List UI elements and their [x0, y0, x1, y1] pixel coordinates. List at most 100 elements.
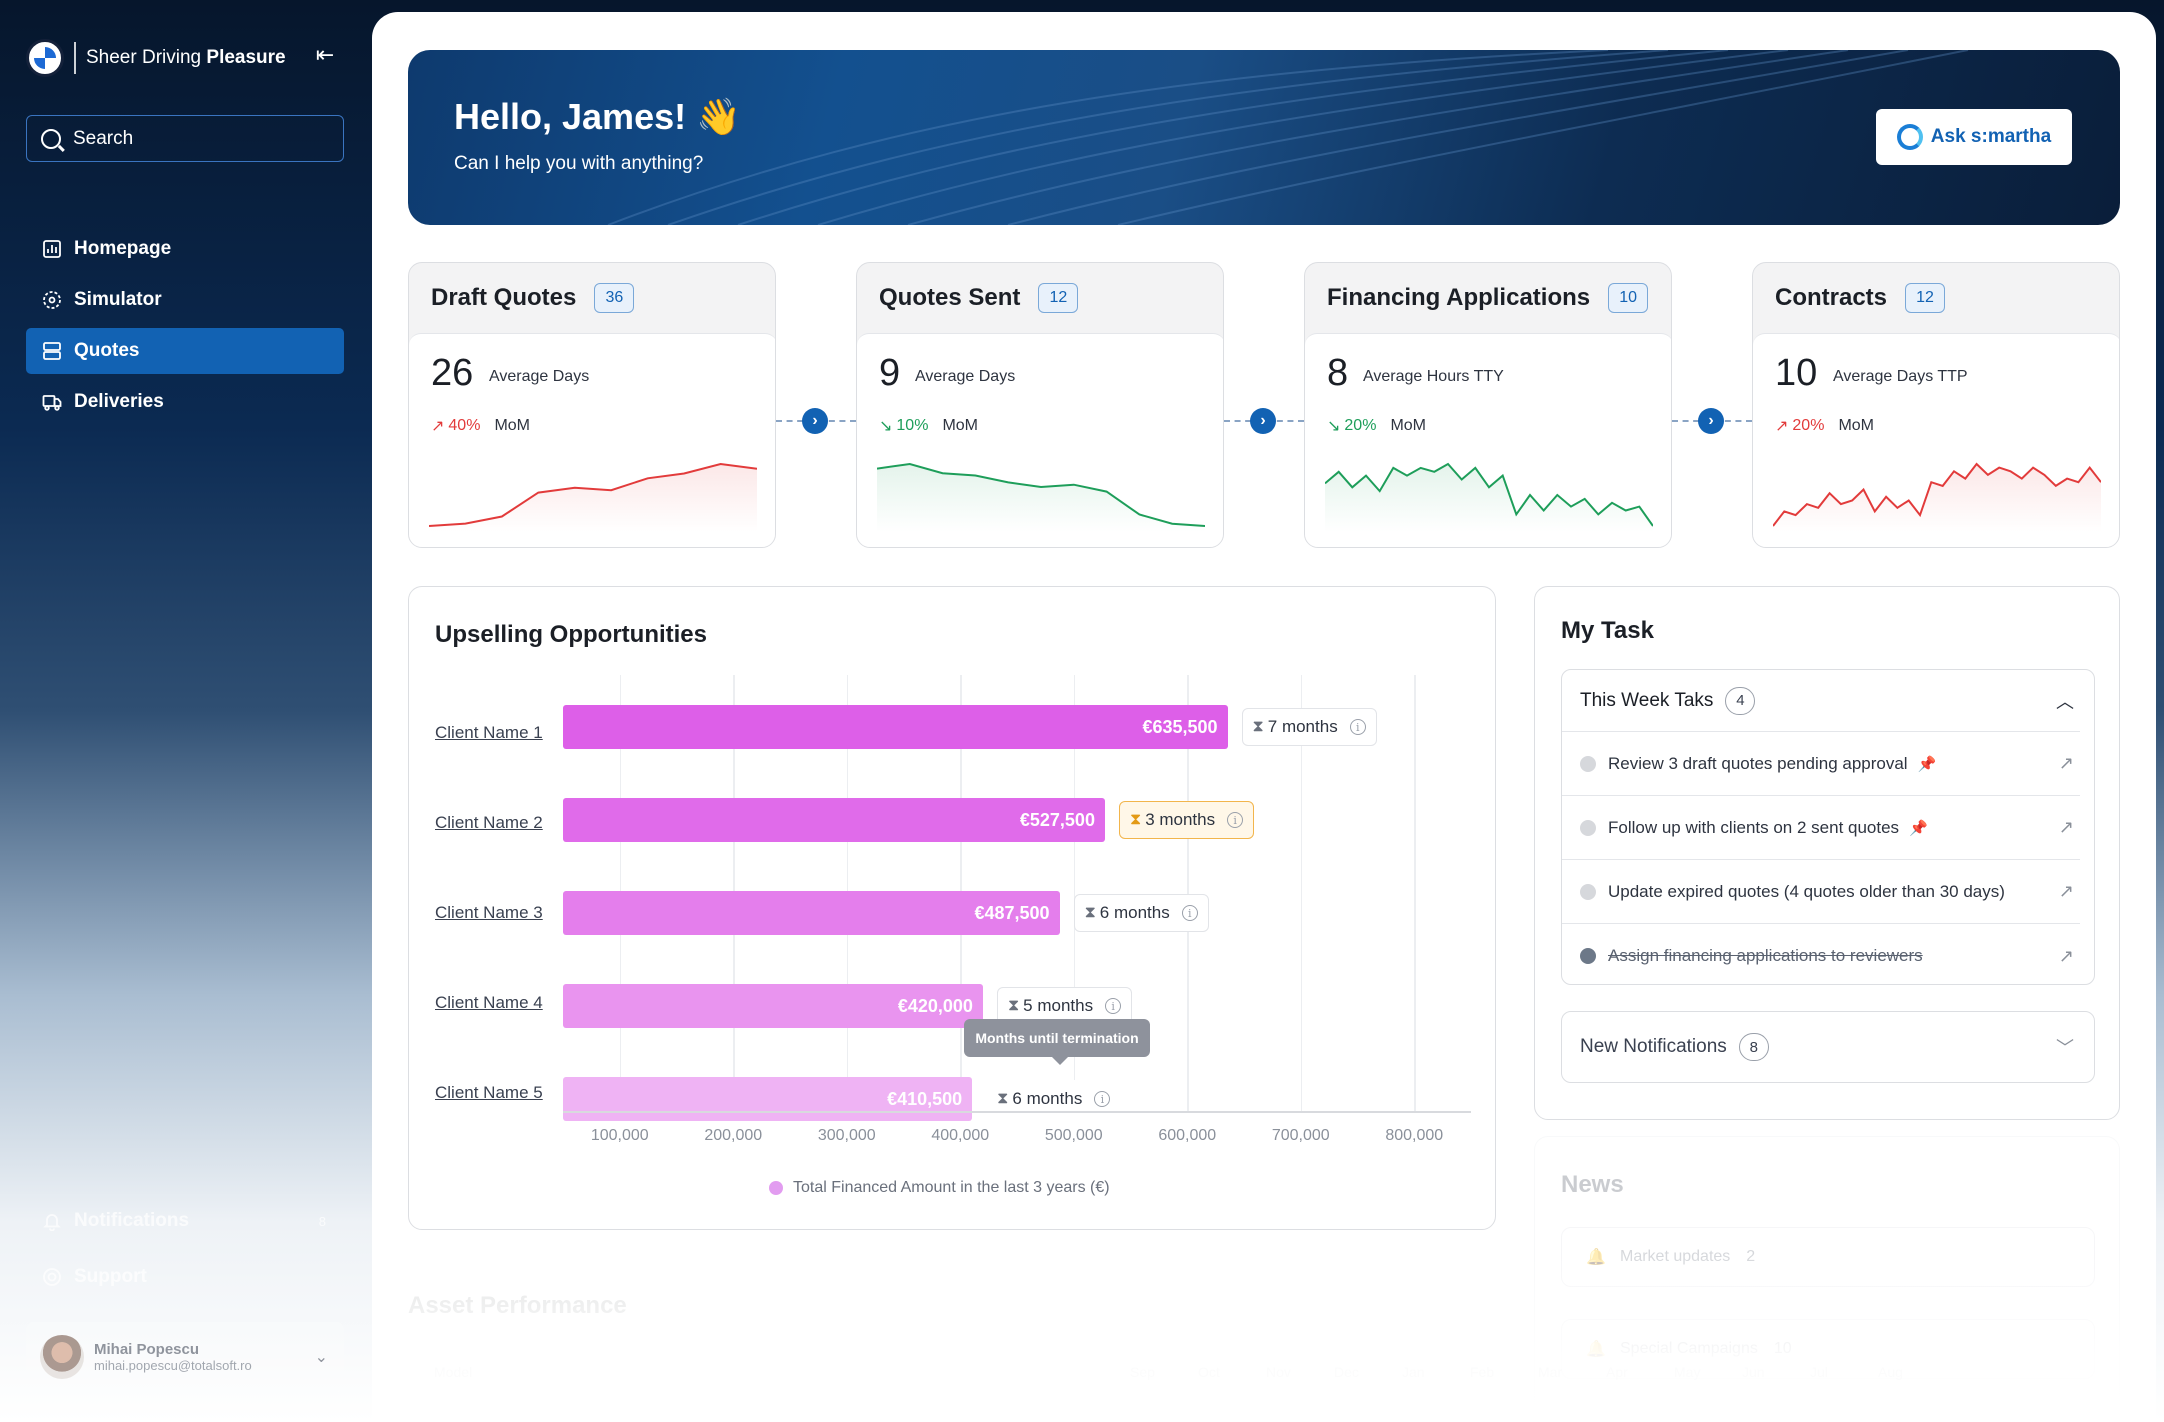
month-label[interactable]: May: [1674, 1364, 1701, 1380]
info-icon[interactable]: i: [1227, 812, 1244, 828]
brand-tagline-bold: Pleasure: [206, 47, 286, 68]
collapse-sidebar-icon[interactable]: ⇤: [315, 42, 335, 67]
avatar: [40, 1335, 84, 1379]
sparkline-line: [1773, 462, 2101, 527]
kpi-value: 26: [431, 352, 474, 394]
bell-icon: 🔔: [1586, 1249, 1606, 1266]
news-item[interactable]: 🔔 Special Campaigns 10: [1561, 1319, 2095, 1379]
pin-icon[interactable]: 📌: [1917, 755, 1937, 773]
news-label: Market updates: [1620, 1248, 1731, 1265]
upselling-title: Upselling Opportunities: [435, 621, 708, 648]
brand-tagline-regular: Sheer Driving: [86, 47, 202, 68]
news-count: 10: [1773, 1340, 1792, 1357]
kpi-card-draft-quotes[interactable]: Draft Quotes 36 26 Average Days ↗ 40% Mo…: [408, 262, 776, 548]
kpi-mom: MoM: [1838, 417, 1874, 434]
kpi-card-contracts[interactable]: Contracts 12 10 Average Days TTP ↗ 20% M…: [1752, 262, 2120, 548]
kpi-title: Contracts: [1775, 284, 1888, 311]
months-pill[interactable]: ⧗ 7 months i: [1241, 708, 1377, 746]
month-label[interactable]: Jul: [1810, 1364, 1828, 1380]
search-input[interactable]: [73, 127, 313, 150]
task-item-done[interactable]: Assign financing applications to reviewe…: [1562, 924, 2080, 988]
kpi-label: Average Hours TTY: [1363, 368, 1504, 385]
month-label[interactable]: Jun: [1742, 1364, 1765, 1380]
sidebar: Sheer Driving Pleasure ⇤ Homepage Simula…: [0, 0, 372, 1422]
month-label[interactable]: Mar: [1538, 1364, 1563, 1380]
nav-item-homepage[interactable]: Homepage: [26, 226, 344, 272]
task-status-circle[interactable]: [1580, 819, 1596, 836]
months-pill[interactable]: ⧗ 3 months i: [1118, 801, 1255, 839]
ask-smartha-button[interactable]: Ask s:martha: [1876, 109, 2072, 165]
nav-item-deliveries[interactable]: Deliveries: [26, 379, 344, 425]
month-label[interactable]: Oct: [1198, 1364, 1220, 1380]
month-label[interactable]: Apr: [1606, 1364, 1628, 1380]
chevron-right-icon[interactable]: ›: [1250, 408, 1276, 434]
month-label[interactable]: Feb: [1470, 1364, 1495, 1380]
arrow-up-right-icon[interactable]: ↗: [2058, 753, 2074, 773]
sidebar-notifications[interactable]: Notifications 8: [26, 1204, 344, 1238]
new-notifications-header[interactable]: New Notifications 8 ﹀: [1561, 1011, 2095, 1083]
chevron-up-icon[interactable]: ︿: [2056, 691, 2074, 712]
legend-swatch: [769, 1181, 783, 1195]
month-label[interactable]: Jan: [1402, 1364, 1425, 1380]
client-link[interactable]: Client Name 1: [435, 723, 543, 742]
months-pill[interactable]: ⧗ 5 months i: [996, 987, 1133, 1025]
arrow-up-right-icon[interactable]: ↗: [2058, 881, 2074, 901]
nav-item-quotes[interactable]: Quotes: [26, 328, 344, 374]
client-link[interactable]: Client Name 5: [435, 1083, 543, 1102]
sidebar-support[interactable]: Support: [26, 1260, 344, 1294]
task-status-circle[interactable]: [1580, 755, 1596, 772]
pin-icon[interactable]: 📌: [1909, 819, 1928, 837]
sparkline-area: [1325, 464, 1653, 532]
info-icon[interactable]: i: [1349, 719, 1366, 735]
chevron-right-icon[interactable]: ›: [1698, 408, 1724, 434]
user-name: Mihai Popescu: [94, 1341, 200, 1358]
kpi-mom: MoM: [1390, 417, 1426, 434]
task-item[interactable]: Update expired quotes (4 quotes older th…: [1562, 860, 2080, 924]
my-task-panel: My Task This Week Taks 4 ︿ Review 3 draf…: [1534, 586, 2120, 1120]
brand[interactable]: Sheer Driving Pleasure: [26, 38, 286, 78]
sparkline-line: [877, 462, 1205, 527]
search-box[interactable]: [26, 115, 344, 162]
month-label[interactable]: Sep: [1130, 1364, 1155, 1380]
task-status-circle[interactable]: [1580, 948, 1596, 964]
arrow-up-right-icon[interactable]: ↗: [2058, 945, 2074, 966]
hourglass-icon: ⧗: [1252, 718, 1264, 735]
bar-client-1[interactable]: €635,500: [563, 705, 1228, 749]
bar-client-4[interactable]: €420,000: [563, 984, 983, 1028]
task-item[interactable]: Review 3 draft quotes pending approval 📌…: [1562, 732, 2080, 796]
x-tick-label: 700,000: [1271, 1127, 1330, 1144]
bar-client-2[interactable]: €527,500: [563, 798, 1105, 842]
kpi-value: 9: [879, 352, 901, 394]
client-link[interactable]: Client Name 3: [435, 903, 543, 922]
info-icon[interactable]: i: [1105, 998, 1122, 1014]
news-item[interactable]: 🔔 Market updates 2: [1561, 1227, 2095, 1287]
chevron-right-icon[interactable]: ›: [802, 408, 828, 434]
client-link[interactable]: Client Name 2: [435, 813, 543, 832]
month-label[interactable]: Nov: [1266, 1364, 1291, 1380]
task-item[interactable]: Follow up with clients on 2 sent quotes …: [1562, 796, 2080, 860]
upselling-panel: Upselling Opportunities Client Name 1 Cl…: [408, 586, 1496, 1230]
this-week-header[interactable]: This Week Taks 4 ︿: [1562, 670, 2080, 732]
client-link[interactable]: Client Name 4: [435, 993, 543, 1012]
kpi-card-quotes-sent[interactable]: Quotes Sent 12 9 Average Days ↘ 10% MoM: [856, 262, 1224, 548]
task-status-circle[interactable]: [1580, 883, 1596, 900]
month-label[interactable]: Aug: [1878, 1364, 1903, 1380]
user-profile[interactable]: Mihai Popescu mihai.popescu@totalsoft.ro…: [26, 1322, 344, 1392]
nav-item-simulator[interactable]: Simulator: [26, 277, 344, 323]
arrow-up-right-icon[interactable]: ↗: [2058, 817, 2074, 837]
info-icon[interactable]: i: [1181, 905, 1198, 921]
month-label[interactable]: Dec: [1334, 1364, 1359, 1380]
chevron-down-icon[interactable]: ⌄: [314, 1349, 328, 1366]
kpi-sparkline: [1325, 462, 1653, 532]
info-icon[interactable]: i: [1094, 1091, 1111, 1107]
months-label: 6 months: [1099, 903, 1170, 922]
sparkline-line: [429, 462, 757, 527]
support-label: Support: [74, 1266, 147, 1287]
this-week-tasks: This Week Taks 4 ︿ Review 3 draft quotes…: [1561, 669, 2095, 985]
bar-client-5[interactable]: €410,500: [563, 1077, 973, 1121]
bar-client-3[interactable]: €487,500: [563, 891, 1060, 935]
months-pill[interactable]: ⧗ 6 months i: [1073, 894, 1209, 932]
kpi-card-financing-applications[interactable]: Financing Applications 10 8 Average Hour…: [1304, 262, 1672, 548]
chevron-down-icon[interactable]: ﹀: [2056, 1038, 2074, 1058]
nav-label: Simulator: [74, 289, 162, 310]
